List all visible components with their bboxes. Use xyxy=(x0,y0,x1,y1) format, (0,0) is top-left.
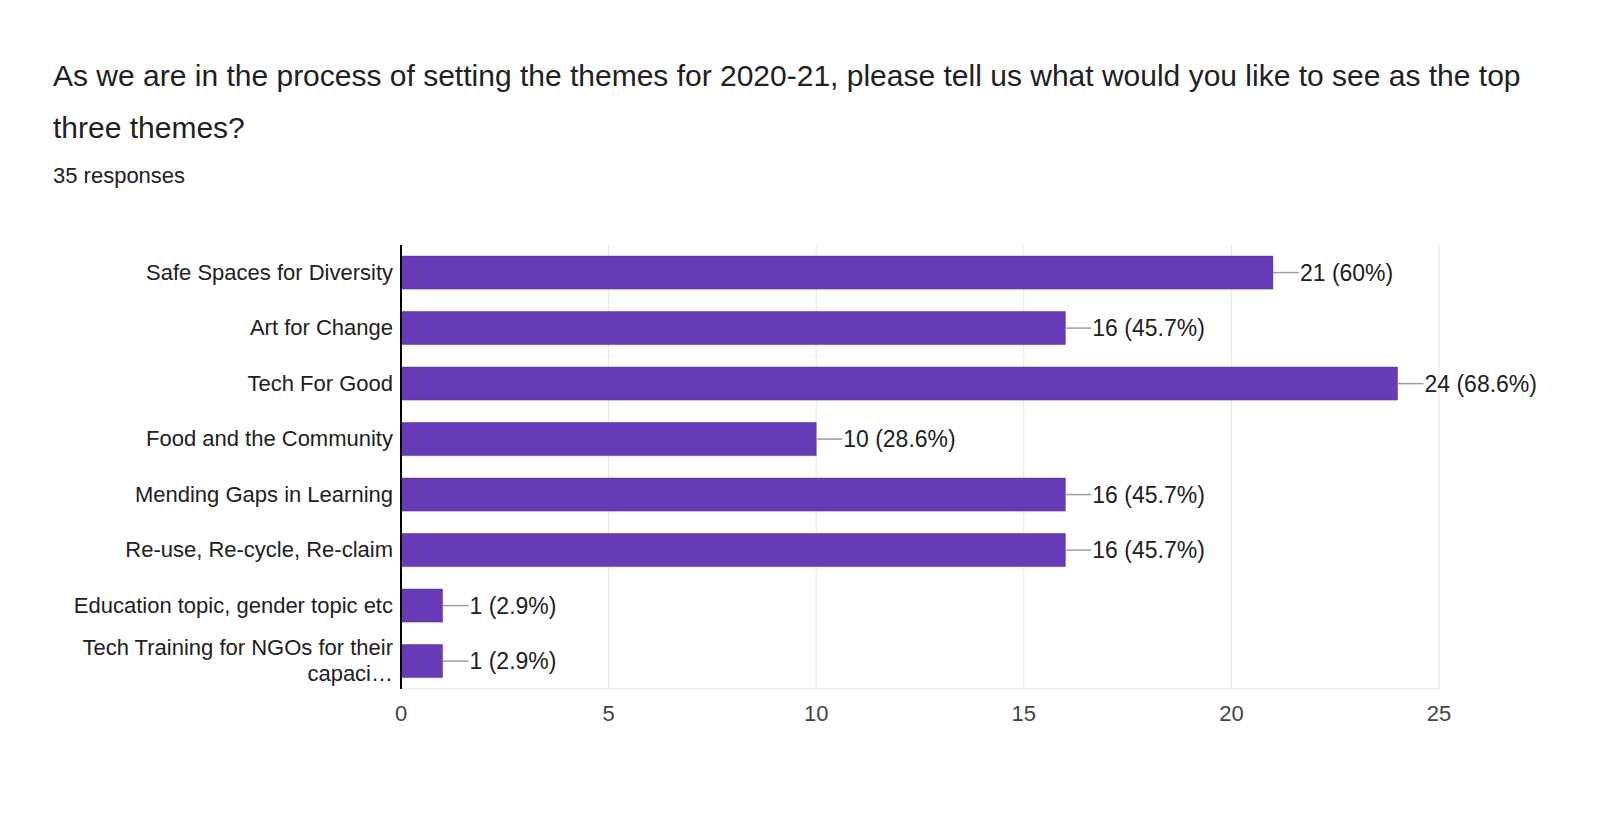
svg-text:25: 25 xyxy=(1427,701,1451,726)
svg-text:Mending Gaps in Learning: Mending Gaps in Learning xyxy=(135,482,393,507)
svg-text:Tech Training for NGOs for the: Tech Training for NGOs for theircapaci… xyxy=(82,635,393,686)
svg-text:1 (2.9%): 1 (2.9%) xyxy=(470,648,557,674)
svg-text:Education topic, gender topic: Education topic, gender topic etc xyxy=(74,593,393,618)
svg-text:10: 10 xyxy=(804,701,828,726)
html-text:As we are in the process of se: As we are in the process of setting the … xyxy=(53,59,1521,144)
svg-text:Re-use, Re-cycle, Re-claim: Re-use, Re-cycle, Re-claim xyxy=(125,537,393,562)
svg-text:Art for Change: Art for Change xyxy=(250,315,393,340)
svg-text:1 (2.9%): 1 (2.9%) xyxy=(470,593,557,619)
svg-text:Safe Spaces for Diversity: Safe Spaces for Diversity xyxy=(146,260,393,285)
svg-text:21 (60%): 21 (60%) xyxy=(1300,260,1393,286)
svg-text:5: 5 xyxy=(602,701,614,726)
html-text:35 responses: 35 responses xyxy=(53,163,186,188)
svg-text:10 (28.6%): 10 (28.6%) xyxy=(843,426,956,452)
svg-text:16 (45.7%): 16 (45.7%) xyxy=(1092,315,1205,341)
svg-text:24 (68.6%): 24 (68.6%) xyxy=(1424,371,1537,397)
svg-text:16 (45.7%): 16 (45.7%) xyxy=(1092,537,1205,563)
svg-text:16 (45.7%): 16 (45.7%) xyxy=(1092,482,1205,508)
svg-text:15: 15 xyxy=(1012,701,1036,726)
svg-text:20: 20 xyxy=(1219,701,1243,726)
svg-text:0: 0 xyxy=(395,701,407,726)
svg-text:Food and the Community: Food and the Community xyxy=(146,426,393,451)
svg-text:Tech For Good: Tech For Good xyxy=(247,371,393,396)
